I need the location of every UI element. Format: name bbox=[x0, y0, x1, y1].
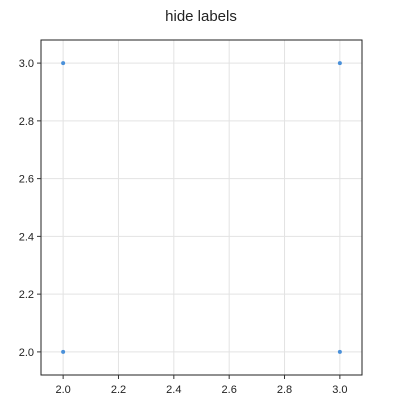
x-tick-label: 3.0 bbox=[332, 384, 347, 396]
chart-title: hide labels bbox=[165, 8, 237, 25]
plot-area-frame bbox=[40, 39, 363, 376]
y-tick-label: 2.0 bbox=[19, 347, 34, 359]
x-tick-label: 2.0 bbox=[55, 384, 70, 396]
data-points bbox=[61, 61, 342, 354]
scatter-point bbox=[61, 61, 66, 66]
x-tick-label: 2.6 bbox=[222, 384, 237, 396]
scatter-point bbox=[337, 349, 342, 354]
y-tick-label: 2.6 bbox=[19, 174, 34, 186]
x-tick-label: 2.2 bbox=[111, 384, 126, 396]
y-tick-label: 2.2 bbox=[19, 289, 34, 301]
x-tick-label: 2.8 bbox=[277, 384, 292, 396]
grid-lines bbox=[41, 40, 362, 375]
y-tick-label: 2.8 bbox=[19, 116, 34, 128]
axis-ticks: 2.0 2.2 2.4 2.6 2.8 3.0 2.0 2.2 2.4 2.6 2.8 3.0 bbox=[19, 58, 348, 396]
y-tick-label: 3.0 bbox=[19, 58, 34, 70]
y-tick-label: 2.4 bbox=[19, 231, 34, 243]
scatter-point bbox=[337, 61, 342, 66]
scatter-point bbox=[61, 349, 66, 354]
x-tick-label: 2.4 bbox=[166, 384, 181, 396]
